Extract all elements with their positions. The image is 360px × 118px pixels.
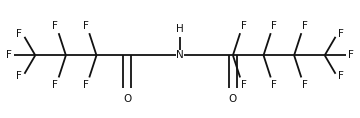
Text: F: F [17, 71, 22, 81]
Text: F: F [241, 80, 247, 90]
Text: H: H [176, 24, 184, 34]
Text: O: O [229, 94, 237, 104]
Text: F: F [271, 80, 277, 90]
Text: F: F [17, 29, 22, 39]
Text: F: F [338, 29, 343, 39]
Text: F: F [348, 50, 354, 60]
Text: F: F [241, 21, 247, 31]
Text: F: F [52, 21, 58, 31]
Text: N: N [176, 50, 184, 60]
Text: F: F [83, 80, 89, 90]
Text: O: O [123, 94, 131, 104]
Text: F: F [338, 71, 343, 81]
Text: F: F [271, 21, 277, 31]
Text: F: F [52, 80, 58, 90]
Text: F: F [302, 80, 308, 90]
Text: F: F [302, 21, 308, 31]
Text: F: F [83, 21, 89, 31]
Text: F: F [6, 50, 12, 60]
